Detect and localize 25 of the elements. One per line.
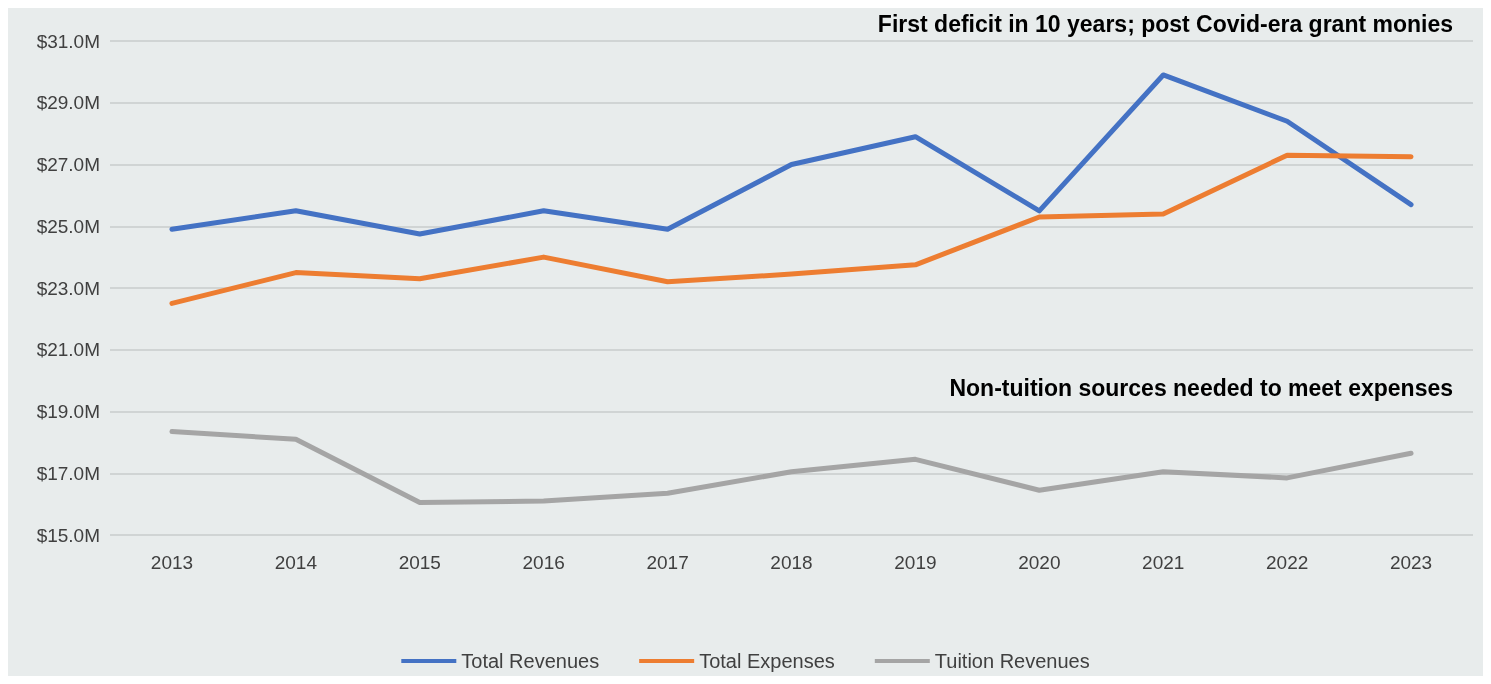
x-tick-label: 2018: [770, 552, 813, 573]
x-tick-label: 2015: [398, 552, 441, 573]
x-tick-label: 2017: [646, 552, 689, 573]
y-tick-label: $15.0M: [36, 524, 100, 546]
y-tick-label: $25.0M: [36, 215, 100, 237]
x-tick-label: 2016: [522, 552, 565, 573]
legend-label: Total Revenues: [461, 650, 600, 672]
y-tick-label: $27.0M: [36, 154, 100, 175]
y-tick-label: $19.0M: [36, 401, 100, 422]
x-tick-label: 2021: [1142, 552, 1185, 573]
x-tick-label: 2013: [150, 552, 194, 573]
y-tick-label: $17.0M: [36, 462, 100, 484]
y-tick-label: $29.0M: [36, 92, 100, 114]
y-tick-label: $21.0M: [36, 339, 100, 361]
x-tick-label: 2014: [274, 552, 318, 573]
y-tick-label: $31.0M: [36, 30, 100, 52]
legend-label: Tuition Revenues: [934, 650, 1090, 672]
legend-label: Total Expenses: [699, 650, 835, 672]
text: First deficit in 10 years; post Covid-era grant monies: [877, 10, 1454, 37]
annotation: Non-tuition sources needed to meet expenses: [949, 374, 1454, 401]
x-tick-label: 2023: [1389, 552, 1433, 573]
x-tick-label: 2020: [1018, 552, 1061, 573]
y-tick-label: $23.0M: [36, 277, 100, 299]
x-tick-label: 2019: [894, 552, 937, 573]
x-tick-label: 2022: [1266, 552, 1309, 573]
